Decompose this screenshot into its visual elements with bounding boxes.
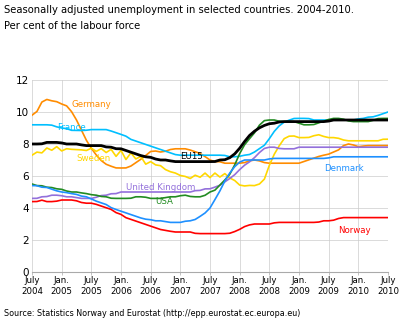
Text: Norway: Norway	[338, 226, 371, 235]
Text: Seasonally adjusted unemployment in selected countries. 2004-2010.: Seasonally adjusted unemployment in sele…	[4, 5, 354, 15]
Text: EU15: EU15	[180, 152, 203, 161]
Text: Source: Statistics Norway and Eurostat (http://epp.eurostat.ec.europa.eu): Source: Statistics Norway and Eurostat (…	[4, 309, 300, 318]
Text: Per cent of the labour force: Per cent of the labour force	[4, 21, 140, 31]
Text: Denmark: Denmark	[324, 164, 363, 173]
Text: USA: USA	[156, 197, 174, 206]
Text: United Kingdom: United Kingdom	[126, 183, 195, 192]
Text: Sweden: Sweden	[76, 154, 111, 163]
Text: Germany: Germany	[72, 100, 111, 109]
Text: France: France	[57, 124, 86, 132]
